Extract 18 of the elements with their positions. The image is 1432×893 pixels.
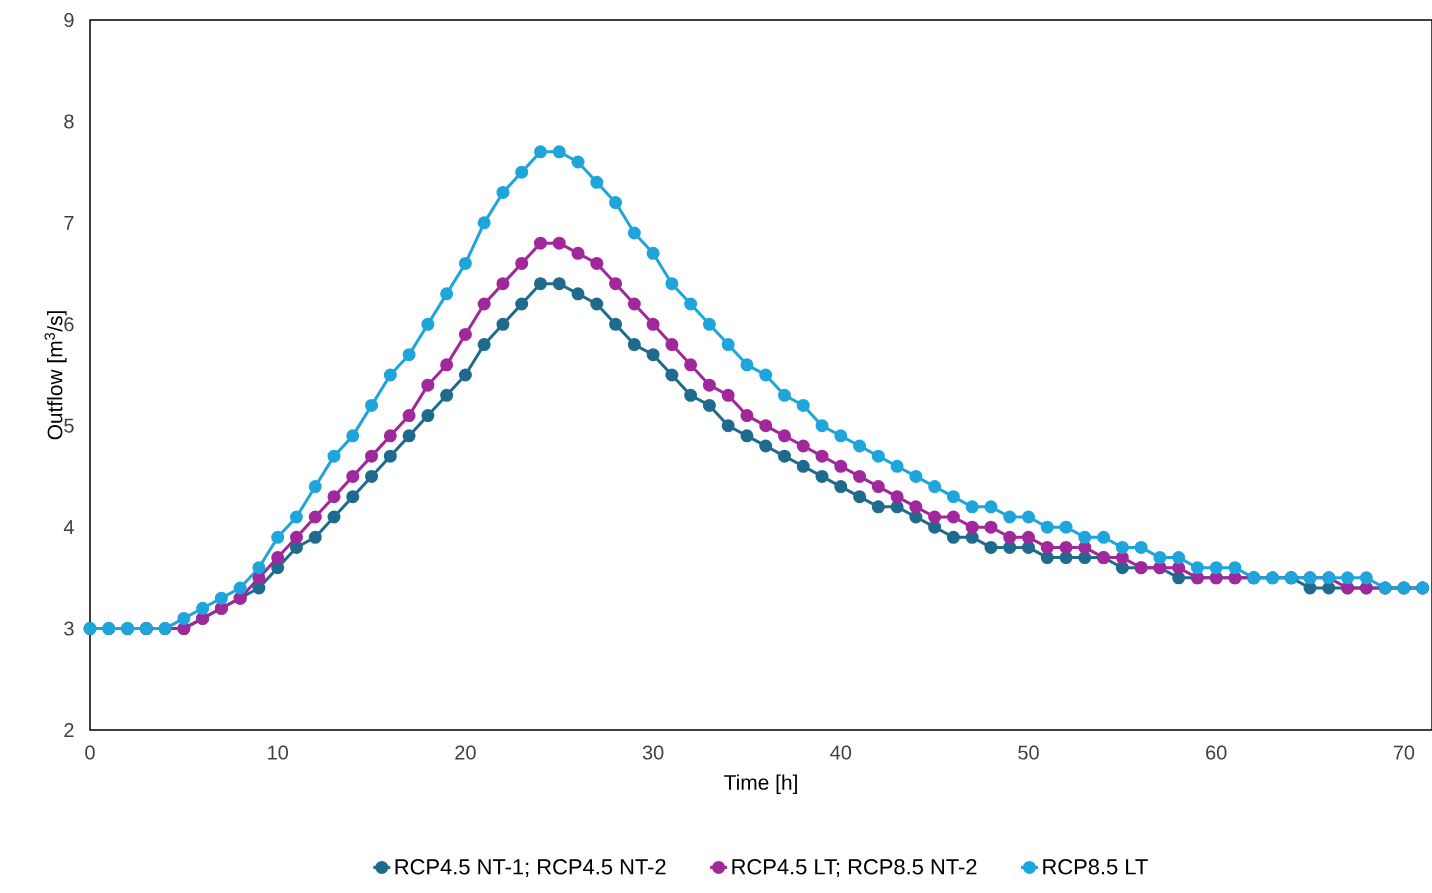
legend-label: RCP4.5 LT; RCP8.5 NT-2 (732, 859, 977, 878)
y-tick-label: 3 (64, 621, 74, 636)
legend-label: RCP4.5 NT-1; RCP4.5 NT-2 (395, 859, 666, 878)
x-axis-title: Time [h] (724, 774, 797, 794)
x-tick-label: 30 (642, 745, 664, 760)
y-tick-label: 8 (64, 114, 74, 129)
x-tick-label: 70 (1393, 745, 1415, 760)
x-tick-label: 50 (1018, 745, 1039, 760)
y-tick-label: 9 (64, 12, 74, 28)
y-tick-label: 7 (64, 216, 74, 230)
legend-label: RCP8.5 LT (1043, 859, 1148, 875)
y-tick-label: 2 (64, 723, 74, 737)
x-tick-label: 20 (455, 745, 476, 760)
x-tick-label: 10 (268, 745, 288, 760)
y-tick-label: 4 (63, 520, 74, 534)
x-tick-label: 40 (830, 745, 852, 760)
x-tick-label: 60 (1206, 745, 1227, 760)
x-tick-label: 0 (85, 745, 95, 760)
